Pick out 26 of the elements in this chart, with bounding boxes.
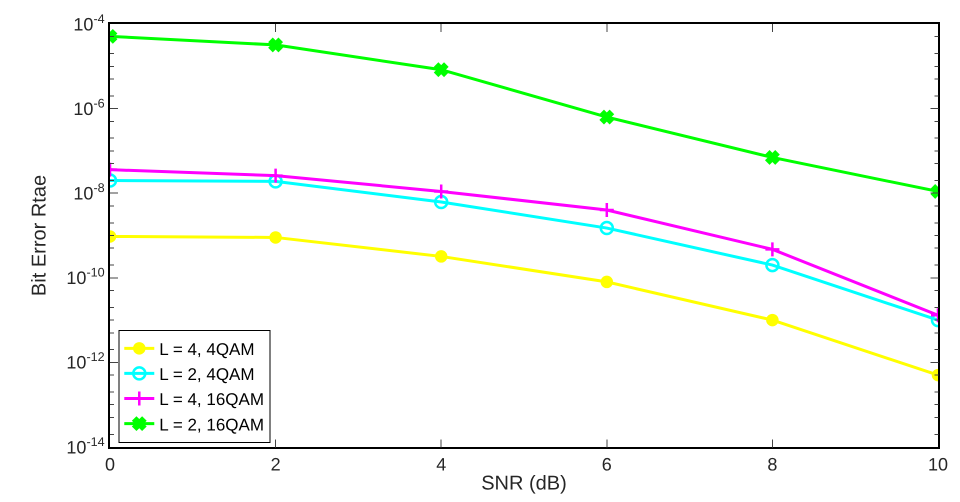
point — [434, 194, 448, 210]
y-tick-label: 10$^{-6}$ — [73, 96, 105, 119]
point — [600, 110, 614, 124]
x-tick-label: 2 — [270, 454, 281, 474]
legend-label: L = 4, 4QAM — [159, 340, 255, 359]
y-tick-label: 10$^{-10}$ — [66, 266, 105, 288]
y-axis-title: Bit Error Rtae — [28, 174, 50, 296]
legend-label: L = 2, 4QAM — [159, 365, 255, 384]
point — [434, 62, 448, 77]
x-tick-label: 4 — [436, 454, 446, 474]
x-tick-label: 6 — [602, 454, 612, 474]
point — [432, 183, 450, 200]
x-tick-label: 0 — [104, 454, 116, 474]
y-tick-label: 10$^{-4}$ — [73, 12, 105, 34]
point — [600, 276, 614, 288]
x-tick-label: 10 — [928, 454, 948, 474]
y-tick-label: 10$^{-12}$ — [66, 350, 105, 373]
y-tick-label: 10$^{-8}$ — [73, 180, 105, 204]
legend-label: L = 4, 16QAM — [159, 390, 264, 410]
point — [434, 250, 448, 263]
point — [600, 220, 614, 236]
legend-label: L = 2, 16QAM — [159, 415, 264, 434]
x-tick-label: 8 — [767, 454, 778, 474]
point — [598, 202, 616, 218]
y-tick-label: 10$^{-14}$ — [66, 434, 105, 458]
x-axis-title: SNR (dB) — [481, 472, 567, 494]
